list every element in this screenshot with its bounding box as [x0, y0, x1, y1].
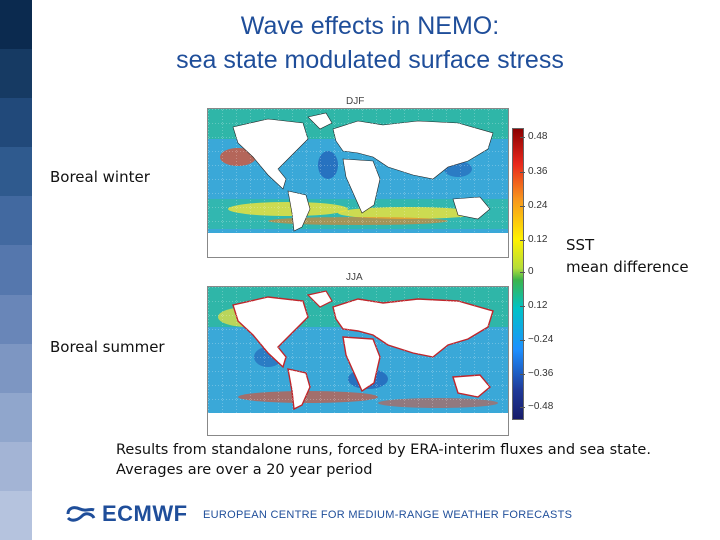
- sidebar-segment: [0, 98, 32, 148]
- colorbar-tick-label: −0.36: [528, 368, 554, 379]
- sst-mean-difference-label: mean difference: [566, 258, 689, 276]
- bottom-map-title: JJA: [346, 272, 363, 283]
- colorbar-tick-label: 0.48: [528, 131, 548, 142]
- logo-wordmark: ECMWF: [102, 501, 188, 526]
- caption-line-2: Averages are over a 20 year period: [116, 462, 373, 478]
- colorbar-tickmark: [520, 172, 525, 173]
- sst-label: SST: [566, 236, 595, 254]
- colorbar-tickmark: [520, 374, 525, 375]
- colorbar-tickmark: [520, 272, 525, 273]
- colorbar-tick-label: 0.24: [528, 200, 548, 211]
- colorbar-tick-label: −0.48: [528, 401, 554, 412]
- sidebar-segment: [0, 392, 32, 442]
- colorbar-tickmark: [520, 407, 525, 408]
- sidebar-segment: [0, 245, 32, 295]
- colorbar-tick-label: 0: [528, 266, 534, 277]
- slide-title-line-1: Wave effects in NEMO:: [240, 12, 500, 40]
- boreal-winter-label: Boreal winter: [50, 168, 150, 186]
- colorbar-tick-label: −0.24: [528, 334, 554, 345]
- ecmwf-logo-icon: [66, 506, 96, 522]
- sidebar-segment: [0, 0, 32, 50]
- ecmwf-logo: ECMWF: [66, 501, 188, 526]
- sidebar-segment: [0, 147, 32, 197]
- organization-tagline: EUROPEAN CENTRE FOR MEDIUM-RANGE WEATHER…: [203, 509, 573, 521]
- sidebar-segment: [0, 294, 32, 344]
- boreal-summer-label: Boreal summer: [50, 338, 165, 356]
- colorbar-tickmark: [520, 340, 525, 341]
- sidebar-segment: [0, 49, 32, 99]
- colorbar-tickmark: [520, 240, 525, 241]
- decorative-sidebar: [0, 0, 32, 540]
- colorbar-tick-label: 0.12: [528, 300, 548, 311]
- sidebar-segment: [0, 196, 32, 246]
- colorbar-tickmark: [520, 137, 525, 138]
- slide-title-line-2: sea state modulated surface stress: [176, 46, 564, 74]
- sst-colorbar: [512, 128, 524, 420]
- colorbar-tick-label: 0.12: [528, 234, 548, 245]
- colorbar-tickmark: [520, 306, 525, 307]
- top-map-title: DJF: [346, 96, 365, 107]
- colorbar-tick-label: 0.36: [528, 166, 548, 177]
- sst-map-djf: [207, 108, 509, 258]
- colorbar-tickmark: [520, 206, 525, 207]
- sidebar-segment: [0, 343, 32, 393]
- sidebar-segment: [0, 441, 32, 491]
- sidebar-segment: [0, 490, 32, 540]
- caption-line-1: Results from standalone runs, forced by …: [116, 442, 651, 458]
- sst-map-jja: [207, 286, 509, 436]
